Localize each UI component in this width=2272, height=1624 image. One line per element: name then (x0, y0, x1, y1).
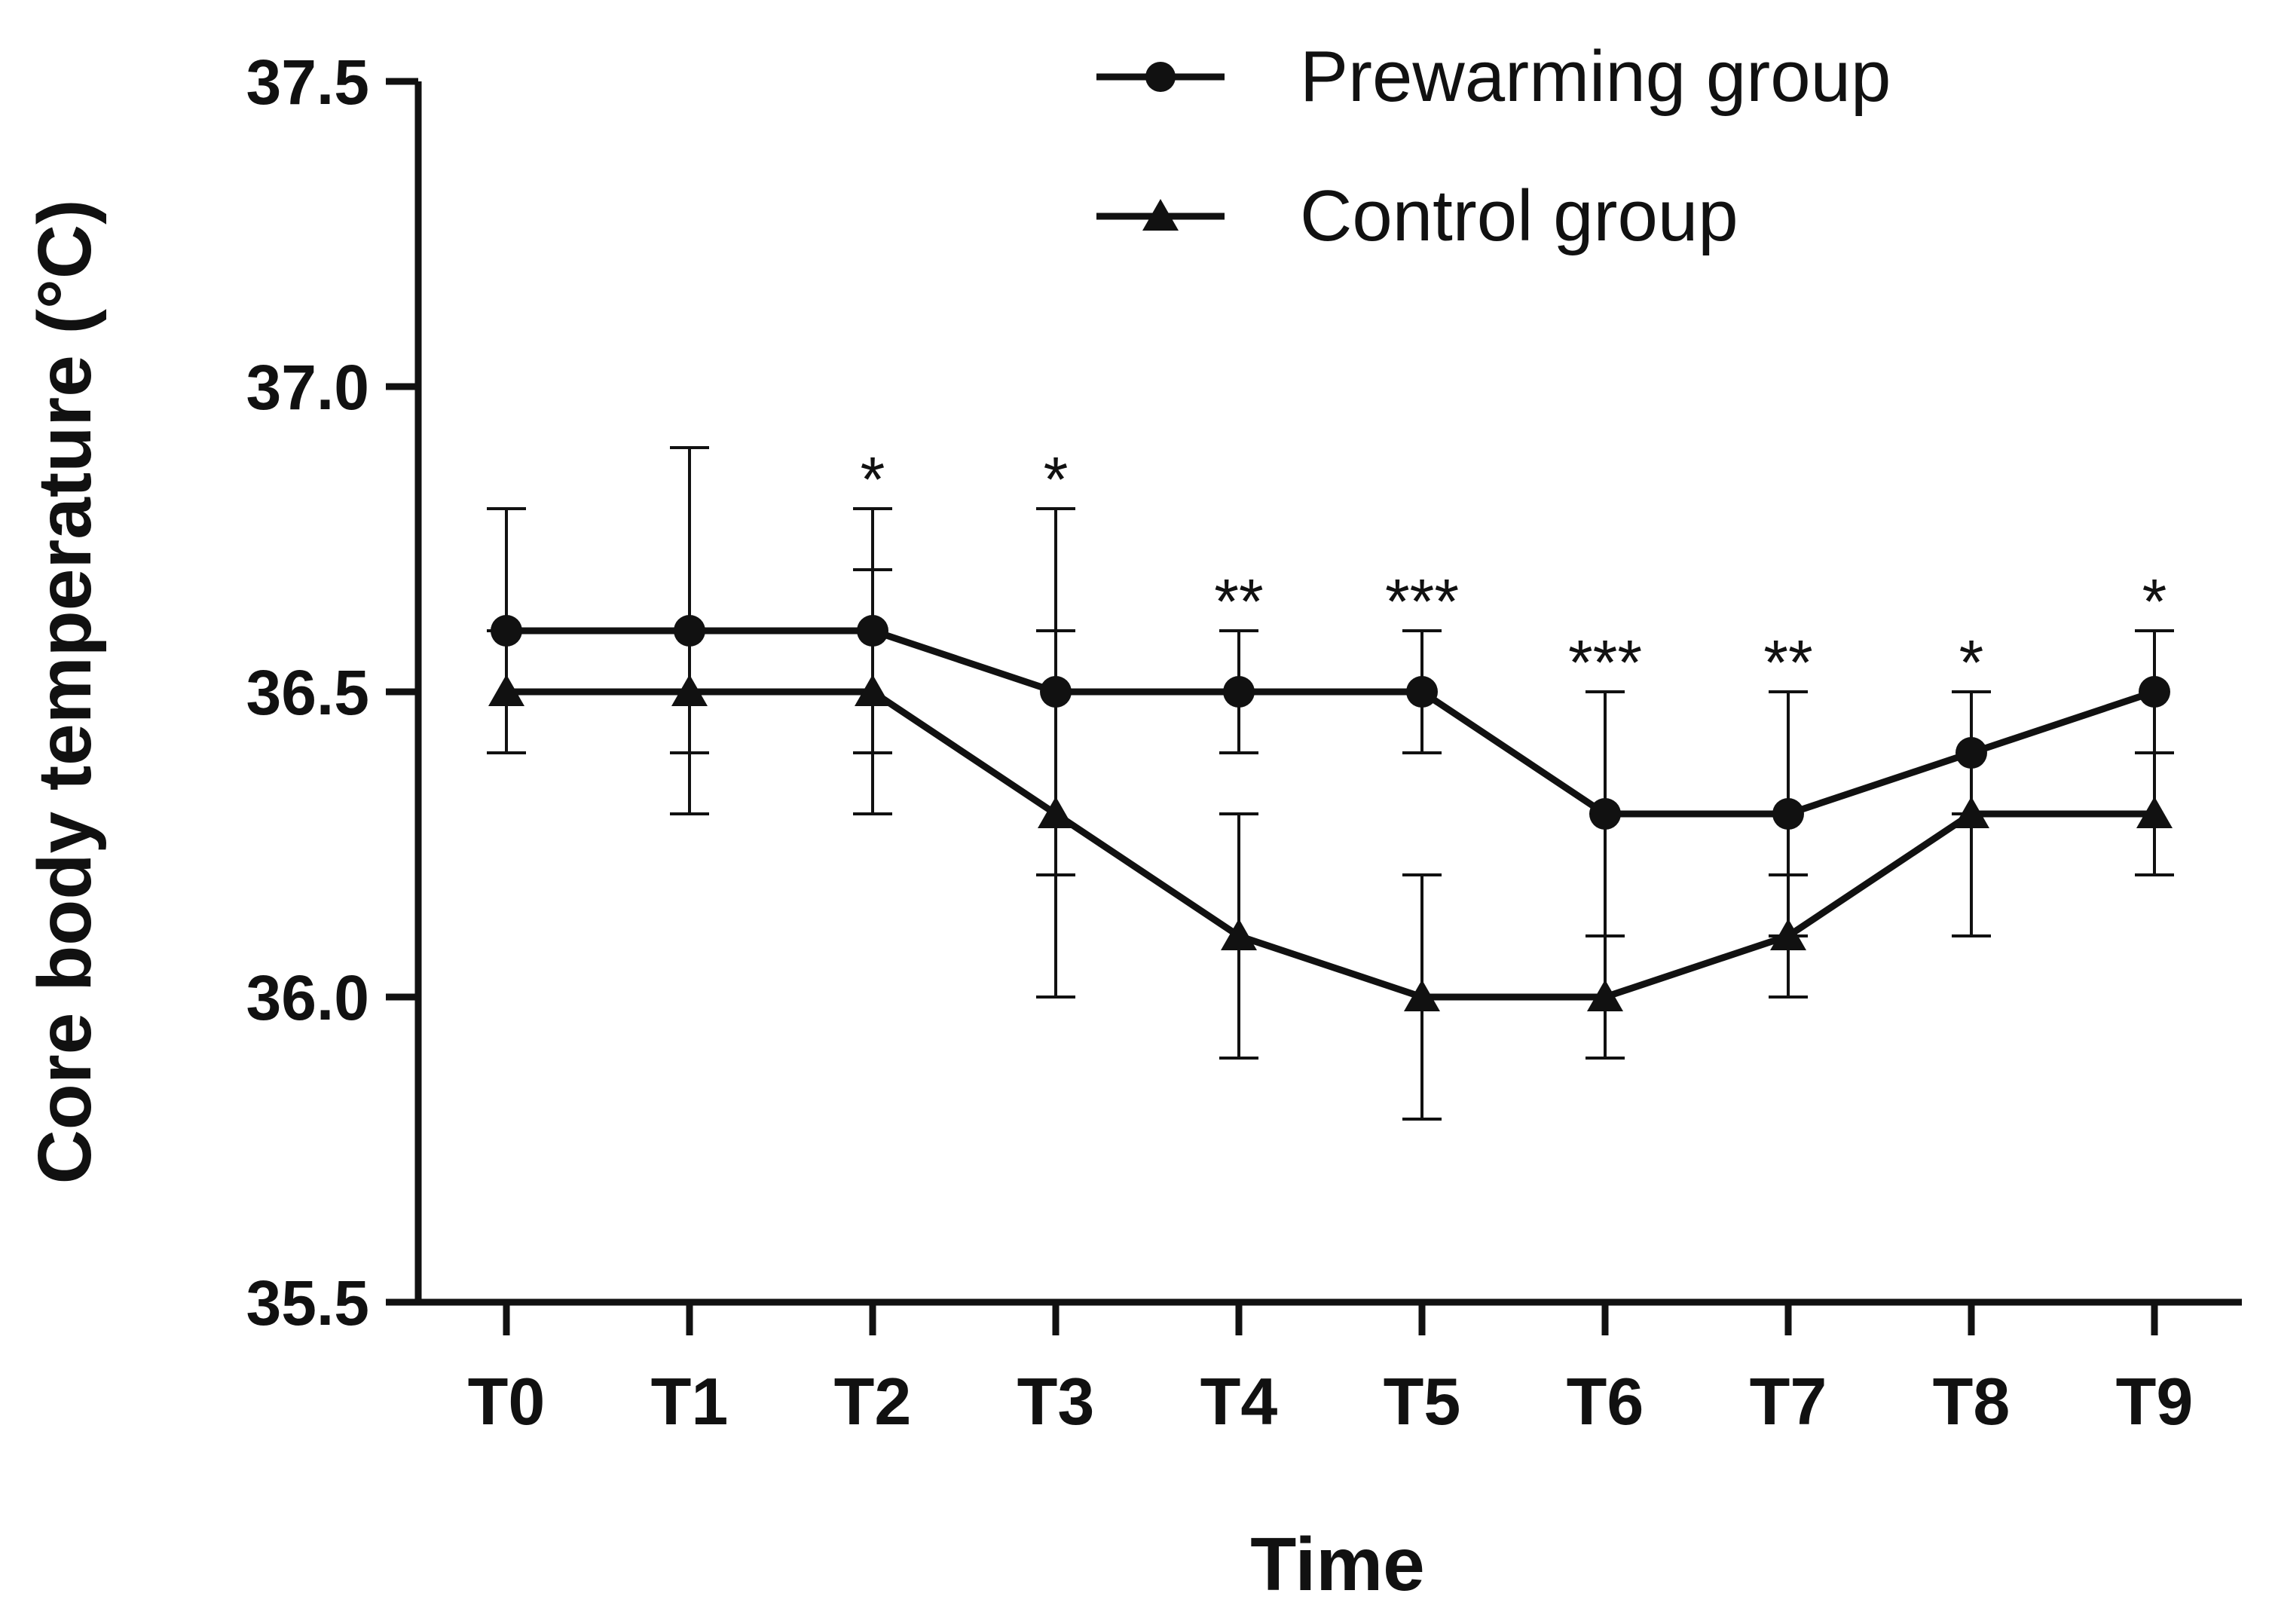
series-line (506, 627, 2156, 818)
data-point-circle (1772, 798, 1804, 830)
x-tick-label: T7 (1750, 1364, 1827, 1439)
y-ticks: 35.5 36.0 36.5 37.0 37.5 (246, 47, 418, 1338)
x-ticks: T0 T1 T2 T3 T4 T5 T6 T7 T8 T9 (468, 1302, 2194, 1439)
data-point-triangle (855, 674, 891, 706)
y-tick-label: 35.5 (246, 1268, 370, 1338)
data-point-circle (1223, 676, 1255, 708)
data-point-triangle (1221, 919, 1257, 950)
legend-item-control: Control group (1096, 176, 1738, 256)
legend-triangle-marker-icon (1142, 199, 1179, 231)
x-tick-label: T5 (1384, 1364, 1461, 1439)
legend-label-prewarming: Prewarming group (1300, 36, 1891, 117)
x-tick-label: T3 (1017, 1364, 1095, 1439)
significance-label: * (2142, 566, 2167, 637)
legend-circle-marker-icon (1145, 62, 1176, 92)
y-tick-label: 36.0 (246, 962, 370, 1033)
data-point-triangle (488, 674, 524, 706)
y-axis-title: Core body temperature (°C) (23, 200, 107, 1185)
x-tick-label: T9 (2116, 1364, 2194, 1439)
data-point-circle (1406, 676, 1438, 708)
significance-label: *** (1385, 566, 1459, 637)
data-point-circle (2139, 676, 2170, 708)
x-tick-label: T4 (1200, 1364, 1278, 1439)
data-point-triangle (1038, 797, 1074, 828)
data-point-triangle (671, 674, 708, 706)
data-point-triangle (1953, 797, 1989, 828)
data-point-triangle (1404, 980, 1440, 1011)
series-control (487, 568, 2174, 1121)
x-axis-title: Time (1250, 1522, 1425, 1607)
x-tick-label: T6 (1567, 1364, 1644, 1439)
y-tick-label: 36.5 (246, 657, 370, 728)
legend-item-prewarming: Prewarming group (1096, 36, 1891, 117)
significance-label: *** (1568, 627, 1642, 698)
data-point-triangle (1587, 980, 1623, 1011)
x-tick-label: T0 (468, 1364, 546, 1439)
data-point-circle (1589, 798, 1621, 830)
data-point-triangle (1770, 919, 1806, 950)
x-tick-label: T2 (834, 1364, 912, 1439)
significance-label: ** (1214, 566, 1263, 637)
y-tick-label: 37.0 (246, 352, 370, 423)
data-point-triangle (2136, 797, 2173, 828)
significance-marks: * *** ****** ** ** (861, 444, 2167, 698)
legend: Prewarming group Control group (1096, 36, 1891, 256)
legend-label-control: Control group (1300, 176, 1738, 256)
significance-label: ** (1763, 627, 1812, 698)
x-tick-label: T8 (1933, 1364, 2011, 1439)
y-tick-label: 37.5 (246, 47, 370, 118)
x-tick-label: T1 (651, 1364, 729, 1439)
significance-label: * (861, 444, 885, 515)
significance-label: * (1959, 627, 1984, 698)
series-line (506, 688, 2154, 1001)
significance-label: * (1044, 444, 1069, 515)
series (487, 446, 2174, 1121)
